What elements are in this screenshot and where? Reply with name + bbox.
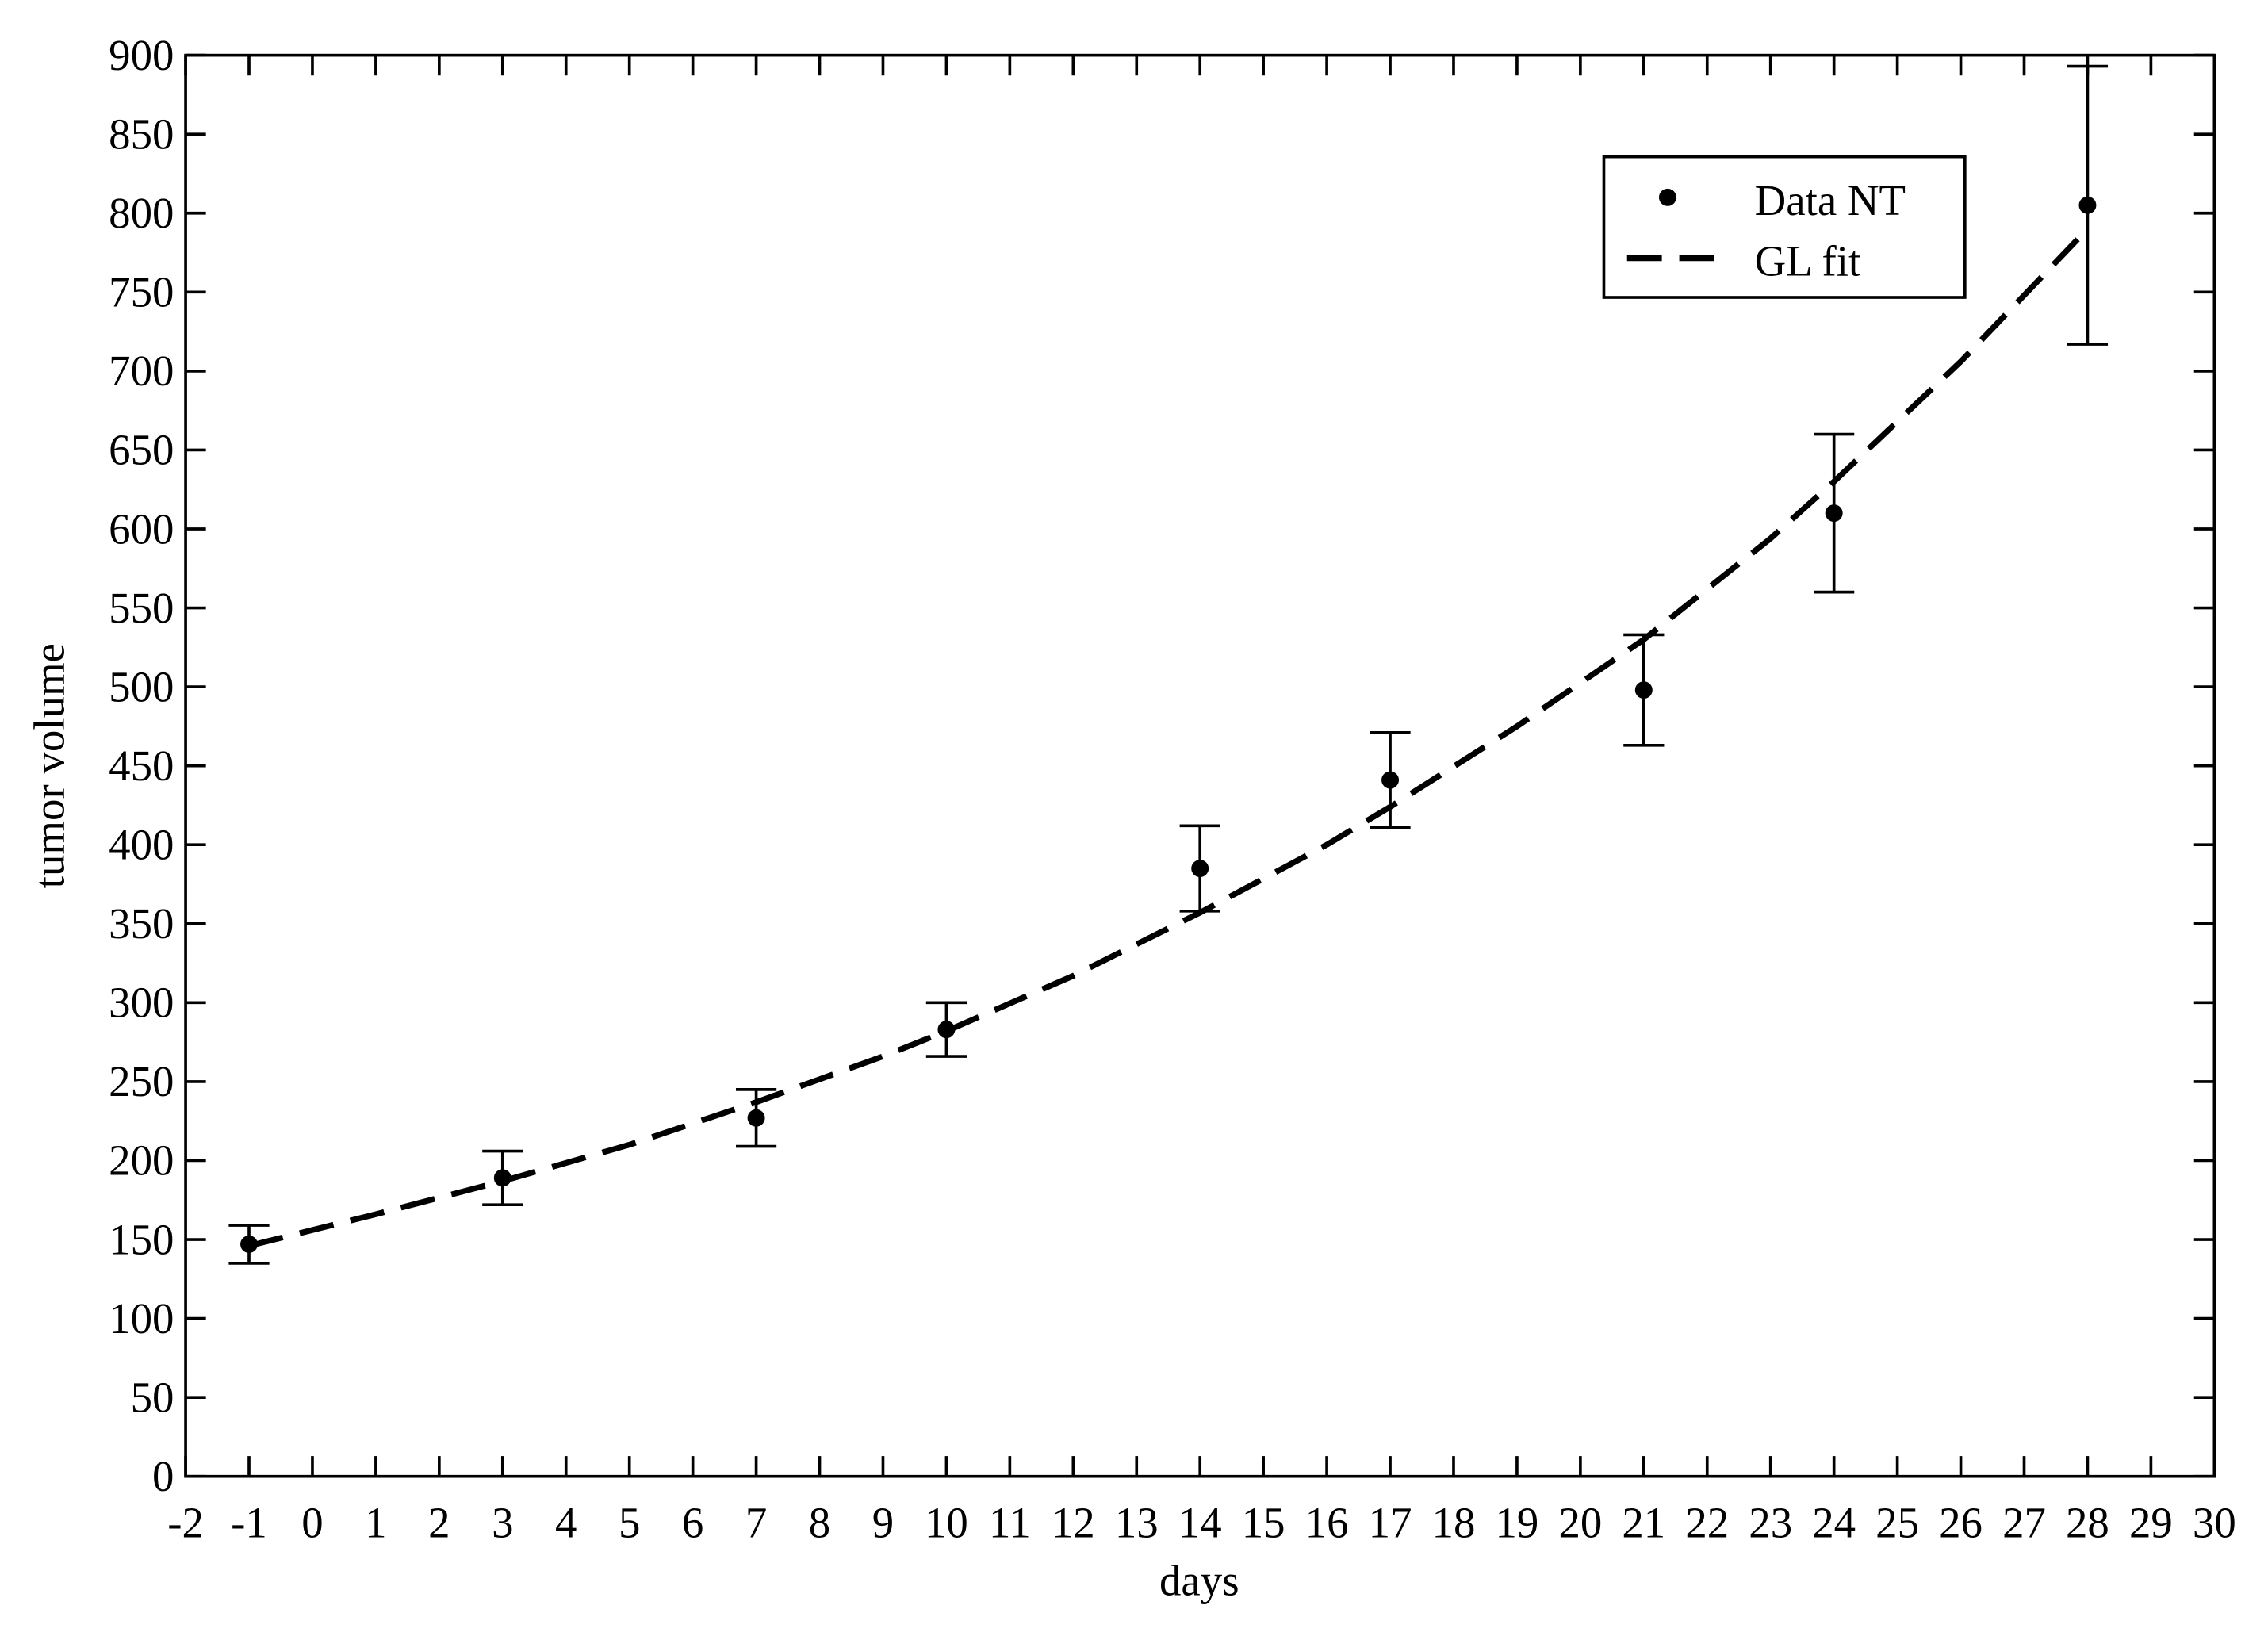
y-tick-label: 200 — [109, 1136, 174, 1185]
x-tick-label: 17 — [1369, 1499, 1412, 1547]
x-tick-label: 13 — [1115, 1499, 1159, 1547]
y-tick-label: 0 — [152, 1452, 174, 1500]
y-tick-label: 750 — [109, 268, 174, 316]
y-tick-label: 50 — [131, 1373, 174, 1421]
x-tick-label: 16 — [1305, 1499, 1349, 1547]
y-tick-label: 500 — [109, 662, 174, 711]
x-tick-label: 28 — [2066, 1499, 2109, 1547]
x-tick-label: 26 — [1939, 1499, 1983, 1547]
y-tick-label: 100 — [109, 1294, 174, 1343]
x-tick-label: 5 — [619, 1499, 640, 1547]
x-tick-label: 14 — [1178, 1499, 1222, 1547]
y-tick-label: 600 — [109, 504, 174, 553]
legend-label: Data NT — [1755, 176, 1906, 224]
data-point — [1634, 681, 1653, 699]
data-point — [747, 1109, 765, 1127]
y-tick-label: 400 — [109, 821, 174, 869]
legend-box — [1602, 155, 1967, 299]
y-axis-title: tumor volume — [25, 643, 73, 888]
data-point — [1381, 771, 1400, 789]
x-tick-label: 15 — [1242, 1499, 1285, 1547]
x-tick-label: 7 — [745, 1499, 767, 1547]
data-point — [1191, 860, 1209, 878]
x-tick-label: -2 — [167, 1499, 204, 1547]
x-tick-label: 29 — [2129, 1499, 2173, 1547]
fit-line — [248, 227, 2090, 1249]
x-tick-label: 1 — [365, 1499, 386, 1547]
y-tick-label: 800 — [109, 189, 174, 237]
legend-label: GL fit — [1755, 237, 1861, 285]
y-tick-label: 150 — [109, 1215, 174, 1263]
y-tick-label: 550 — [109, 584, 174, 632]
data-point — [2078, 196, 2097, 214]
y-tick-label: 350 — [109, 899, 174, 948]
x-tick-label: 2 — [428, 1499, 450, 1547]
x-tick-label: 4 — [555, 1499, 577, 1547]
x-tick-label: 9 — [872, 1499, 894, 1547]
x-tick-label: 30 — [2193, 1499, 2236, 1547]
x-tick-label: 0 — [301, 1499, 323, 1547]
x-tick-label: -1 — [231, 1499, 267, 1547]
data-point — [1825, 504, 1843, 523]
y-tick-label: 450 — [109, 741, 174, 790]
x-tick-label: 20 — [1558, 1499, 1602, 1547]
x-tick-label: 22 — [1685, 1499, 1729, 1547]
x-tick-label: 23 — [1749, 1499, 1792, 1547]
x-tick-label: 6 — [682, 1499, 703, 1547]
x-tick-label: 18 — [1432, 1499, 1476, 1547]
y-tick-label: 300 — [109, 979, 174, 1027]
x-tick-label: 27 — [2002, 1499, 2046, 1547]
x-tick-label: 25 — [1875, 1499, 1919, 1547]
y-tick-label: 250 — [109, 1057, 174, 1105]
x-tick-label: 19 — [1496, 1499, 1539, 1547]
x-tick-label: 3 — [492, 1499, 513, 1547]
y-tick-label: 700 — [109, 347, 174, 395]
x-tick-label: 24 — [1812, 1499, 1856, 1547]
x-tick-label: 21 — [1622, 1499, 1665, 1547]
x-axis-title: days — [1159, 1557, 1239, 1605]
y-tick-label: 900 — [109, 31, 174, 79]
x-tick-label: 12 — [1052, 1499, 1095, 1547]
y-tick-label: 850 — [109, 109, 174, 158]
x-tick-label: 11 — [989, 1499, 1031, 1547]
y-tick-label: 650 — [109, 426, 174, 474]
x-tick-label: 8 — [809, 1499, 830, 1547]
legend-marker — [1658, 188, 1676, 206]
x-tick-label: 10 — [925, 1499, 968, 1547]
